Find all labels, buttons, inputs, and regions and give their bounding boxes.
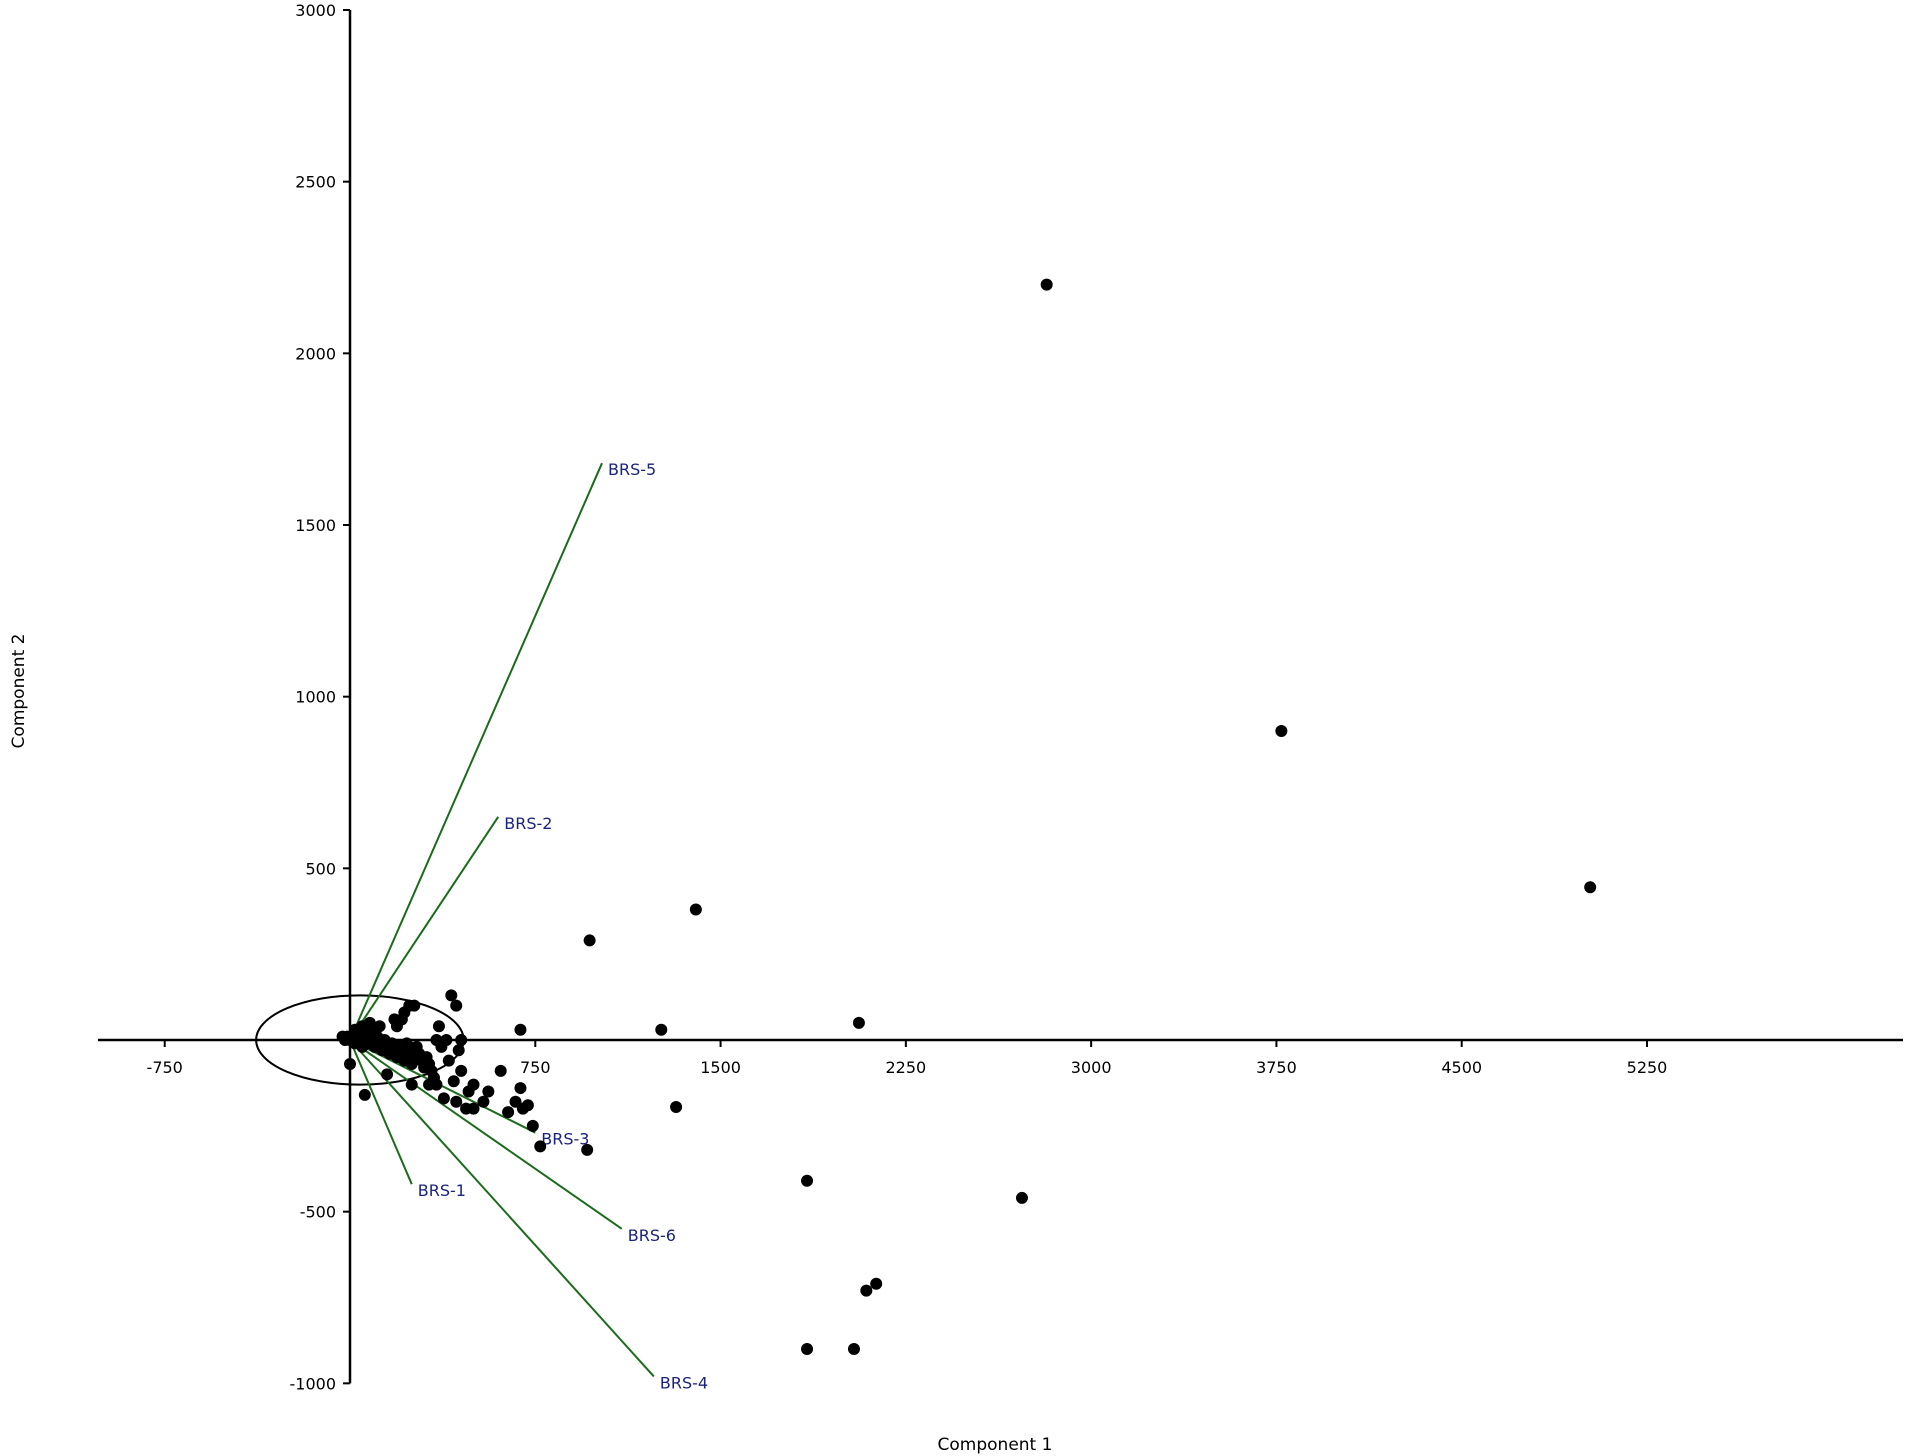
data-point (447, 1075, 460, 1088)
data-point (336, 1030, 349, 1043)
data-point (423, 1078, 436, 1091)
loading-vector-line (349, 462, 603, 1041)
loading-vector-line (349, 1039, 623, 1230)
data-point (460, 1102, 473, 1115)
data-point (860, 1284, 873, 1297)
y-tick-label: 3000 (295, 1, 336, 20)
loading-vector-label: BRS-2 (504, 814, 552, 833)
data-point (462, 1085, 475, 1098)
data-point (455, 1064, 468, 1077)
data-point (442, 1054, 455, 1067)
data-point (847, 1343, 860, 1355)
x-tick-label: 1500 (700, 1058, 741, 1077)
data-point (689, 903, 702, 916)
x-tick-label: 3750 (1256, 1058, 1297, 1077)
data-point (432, 1020, 445, 1033)
data-point (1040, 278, 1053, 291)
data-point (348, 1023, 361, 1036)
y-tick-label: 1000 (295, 688, 336, 707)
data-point (494, 1064, 507, 1077)
data-point (437, 1092, 450, 1105)
x-tick-label: 3000 (1071, 1058, 1112, 1077)
y-tick-label: 1500 (295, 516, 336, 535)
data-point (655, 1023, 668, 1036)
loading-vector-label: BRS-4 (660, 1373, 708, 1392)
data-point (477, 1095, 490, 1108)
data-point (358, 1088, 371, 1101)
x-tick-label: 750 (520, 1058, 551, 1077)
data-point (430, 1034, 443, 1046)
data-point (514, 1082, 527, 1095)
data-point (381, 1068, 394, 1081)
data-point (344, 1058, 356, 1071)
data-points (336, 278, 1597, 1355)
data-point (450, 1095, 463, 1108)
data-point (509, 1095, 522, 1108)
data-point (514, 1023, 527, 1036)
y-axis-title: Component 2 (9, 634, 29, 749)
data-point (408, 999, 421, 1012)
data-point (450, 999, 463, 1012)
x-tick-label: -750 (147, 1058, 183, 1077)
data-point (801, 1343, 814, 1355)
y-tick-label: 2000 (295, 344, 336, 363)
data-point (1584, 881, 1597, 894)
data-point (852, 1016, 865, 1029)
y-tick-label: 500 (305, 859, 336, 878)
data-point (452, 1044, 465, 1057)
y-tick-label: -500 (300, 1203, 336, 1222)
y-tick-label: -1000 (290, 1374, 337, 1393)
loading-vector-line (349, 1039, 413, 1185)
data-point (870, 1277, 883, 1290)
x-tick-label: 5250 (1627, 1058, 1668, 1077)
data-point (534, 1140, 547, 1153)
data-point (405, 1078, 418, 1091)
y-tick-label: 2500 (295, 173, 336, 192)
data-point (526, 1119, 539, 1132)
data-point (801, 1174, 814, 1187)
loading-vectors: BRS-1 BRS-2 BRS-3 BRS-4 BRS-5 BRS-6 (349, 460, 708, 1392)
data-point (445, 989, 458, 1002)
data-point (583, 934, 596, 947)
x-tick-label: 2250 (885, 1058, 926, 1077)
x-tick-label: 4500 (1441, 1058, 1482, 1077)
data-point (1015, 1191, 1028, 1204)
loading-vector-label: BRS-1 (418, 1181, 466, 1200)
loading-vector-label: BRS-3 (541, 1130, 589, 1149)
loading-vector-label: BRS-6 (628, 1226, 676, 1245)
data-point (1275, 725, 1288, 737)
axes: -750 750 1500 2250 3000 3750 4500 5250 3000 2500 2… (97, 1, 1903, 1393)
data-point (388, 1013, 401, 1026)
loading-vector-line (349, 1039, 655, 1378)
data-point (670, 1100, 683, 1113)
data-point (581, 1143, 594, 1156)
loading-vector-line (349, 816, 500, 1041)
x-axis-title: Component 1 (938, 1435, 1053, 1455)
data-point (482, 1085, 495, 1098)
data-point (455, 1034, 468, 1046)
data-point (502, 1106, 515, 1119)
loading-vector-label: BRS-5 (608, 460, 656, 479)
